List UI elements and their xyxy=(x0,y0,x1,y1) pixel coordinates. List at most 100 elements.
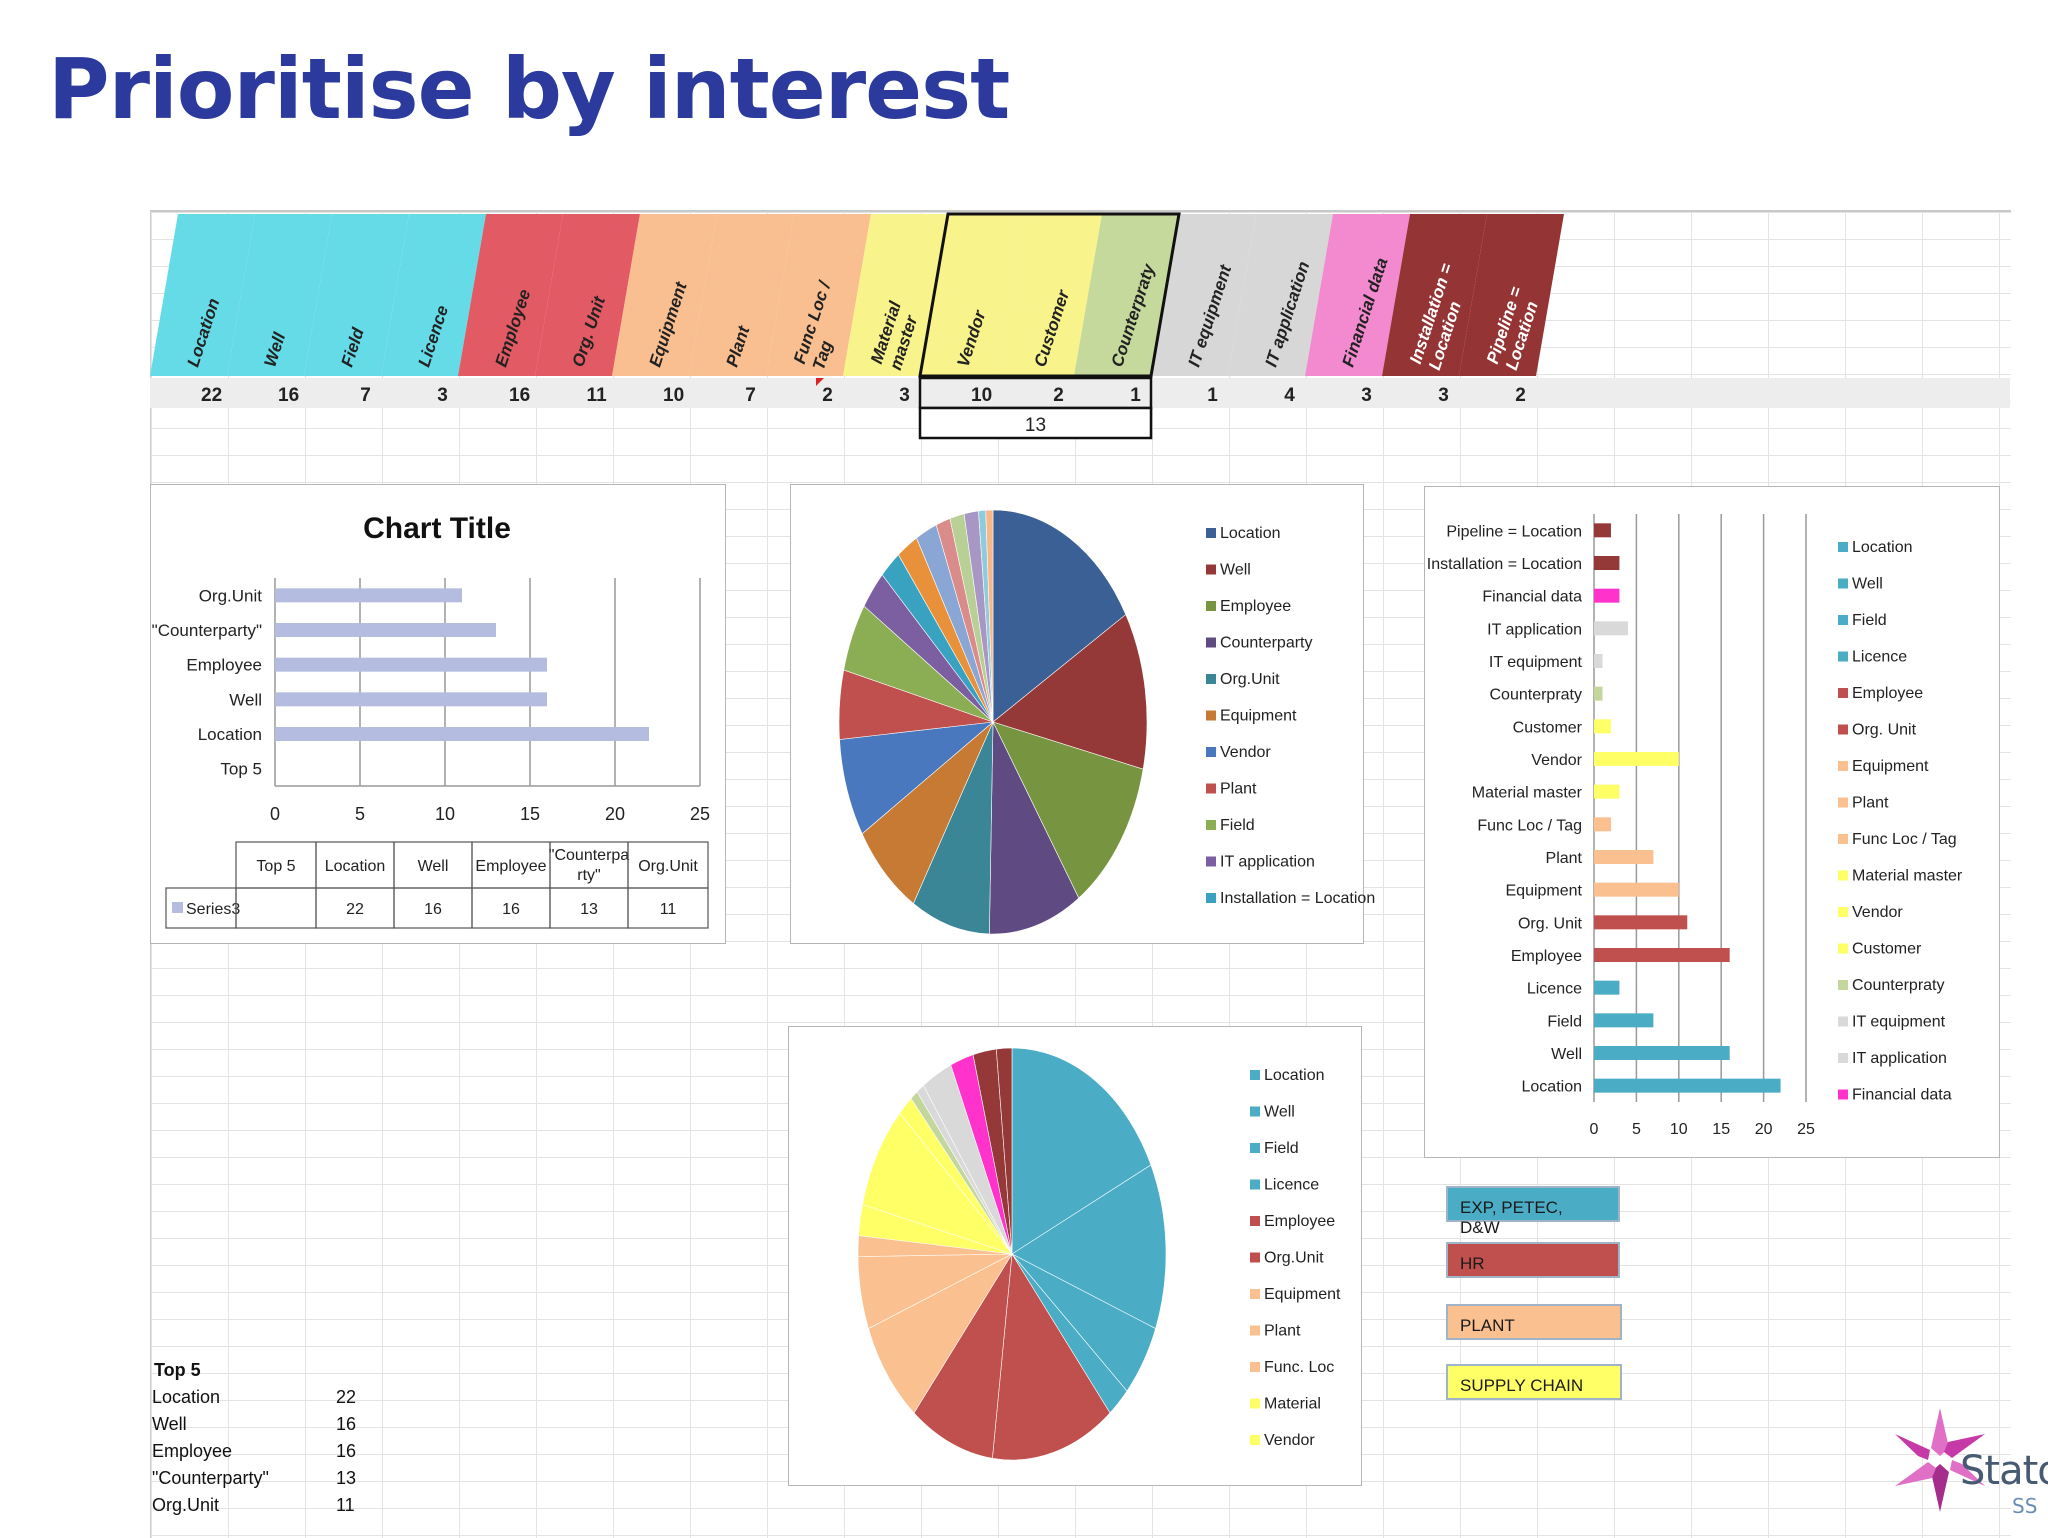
legend-swatch xyxy=(172,902,183,913)
legend-label: Well xyxy=(1264,1104,1295,1121)
category-label: Employee xyxy=(1511,948,1582,965)
legend-label: Well xyxy=(1220,562,1251,579)
header-cell xyxy=(1459,214,1564,376)
header-cell xyxy=(1305,214,1410,376)
bar xyxy=(1594,556,1620,570)
sheet-row-value: 16 xyxy=(336,1414,357,1434)
table-value: 11 xyxy=(660,901,677,918)
pie-slice xyxy=(992,509,1127,723)
header-cell xyxy=(227,214,332,376)
bar xyxy=(1594,1046,1730,1060)
legend-label: Location xyxy=(1220,525,1281,542)
category-label: Func Loc / Tag xyxy=(1477,817,1582,834)
legend-label: Financial data xyxy=(1852,1087,1952,1104)
pie-slice xyxy=(989,721,1080,935)
sheet-row-value: 22 xyxy=(336,1387,357,1407)
category-label: Well xyxy=(229,690,262,709)
category-box-hr: HR xyxy=(1446,1242,1620,1278)
tick-label: 20 xyxy=(1755,1121,1773,1138)
pie-slice xyxy=(992,1253,1111,1461)
legend-swatch xyxy=(1206,893,1216,903)
category-label: IT equipment xyxy=(1489,654,1583,671)
category-label: Vendor xyxy=(1531,752,1582,769)
legend-swatch xyxy=(1206,637,1216,648)
legend-swatch xyxy=(1838,1053,1848,1063)
legend-label: IT application xyxy=(1220,854,1315,871)
header-cell xyxy=(458,214,563,376)
bar xyxy=(1594,948,1730,962)
header-value: 3 xyxy=(437,385,448,406)
legend-swatch xyxy=(1838,651,1848,662)
bar xyxy=(1594,654,1603,668)
legend-swatch xyxy=(1838,943,1848,954)
pie-slice xyxy=(992,721,1144,899)
category-label: IT application xyxy=(1487,621,1582,638)
legend-swatch xyxy=(1250,1216,1260,1226)
category-label: Licence xyxy=(1527,981,1582,998)
category-label: "Counterparty" xyxy=(152,621,262,640)
category-box-plant: PLANT xyxy=(1446,1304,1622,1340)
tick-label: 0 xyxy=(1590,1121,1599,1138)
sheet-row-value: 13 xyxy=(336,1468,357,1488)
legend-label: IT equipment xyxy=(1852,1014,1946,1031)
legend-swatch xyxy=(1838,870,1848,881)
header-cell xyxy=(1151,214,1256,376)
header-value: 22 xyxy=(201,385,222,406)
legend-label: Vendor xyxy=(1220,744,1271,761)
header-cell xyxy=(612,214,717,376)
tick-label: 10 xyxy=(435,804,455,824)
legend-swatch xyxy=(1206,528,1216,538)
pie-slice xyxy=(1011,1164,1167,1329)
logo-subtext: SS xyxy=(2012,1494,2038,1518)
category-label: Counterpraty xyxy=(1490,687,1583,704)
legend-swatch xyxy=(1206,783,1216,794)
header-value: 7 xyxy=(360,385,371,406)
bar xyxy=(1594,1013,1654,1028)
header-value: 16 xyxy=(509,385,530,406)
legend-swatch xyxy=(1206,674,1216,684)
bar xyxy=(1594,719,1611,734)
legend-swatch xyxy=(1250,1362,1260,1372)
table-header: Well xyxy=(418,858,449,875)
legend-swatch xyxy=(1838,761,1848,771)
category-label: Plant xyxy=(1546,850,1583,867)
bar xyxy=(1594,686,1603,701)
header-value: 10 xyxy=(971,385,992,406)
bar xyxy=(1594,850,1654,864)
pie-slice xyxy=(992,614,1148,770)
category-box-exp: EXP, PETEC, D&W xyxy=(1446,1186,1620,1237)
header-cell xyxy=(150,214,255,376)
legend-swatch xyxy=(1838,578,1848,589)
header-cell xyxy=(843,214,948,376)
value-row xyxy=(150,378,2010,408)
legend-label: Well xyxy=(1852,576,1883,593)
merged-total: 13 xyxy=(1025,415,1046,436)
series-name: Series3 xyxy=(186,901,240,918)
header-value: 4 xyxy=(1284,385,1295,406)
category-label: Employee xyxy=(186,656,262,675)
header-cell xyxy=(1228,214,1333,376)
header-value: 3 xyxy=(1438,385,1449,406)
legend-swatch xyxy=(1838,688,1848,698)
pie-slice xyxy=(1011,1047,1152,1255)
bar xyxy=(1594,588,1620,603)
sheet-row-label: Location xyxy=(152,1387,221,1407)
pie-slice xyxy=(839,721,994,835)
legend-label: Customer xyxy=(1852,941,1922,958)
legend-label: Installation = Location xyxy=(1220,890,1375,907)
legend-label: Vendor xyxy=(1852,904,1903,921)
header-cell xyxy=(920,214,1025,376)
legend-swatch xyxy=(1250,1325,1260,1336)
header-value: 3 xyxy=(1361,385,1372,406)
bar xyxy=(275,623,496,637)
header-value: 2 xyxy=(1515,385,1526,406)
legend-label: Equipment xyxy=(1852,758,1929,775)
header-value: 11 xyxy=(587,385,608,406)
header-value: 10 xyxy=(663,385,684,406)
bar xyxy=(275,692,547,707)
legend-label: Plant xyxy=(1264,1323,1301,1340)
header-cell xyxy=(381,214,486,376)
